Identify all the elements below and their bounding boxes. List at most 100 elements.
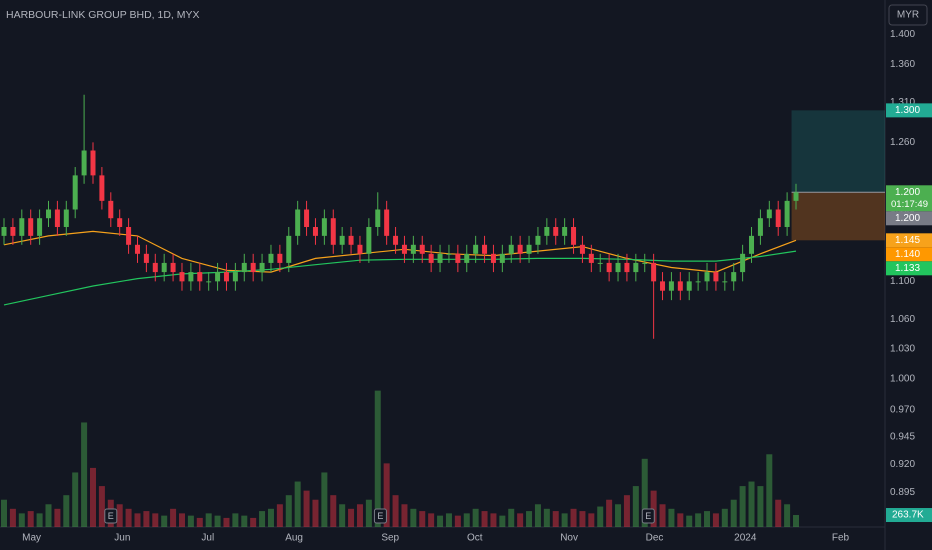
candle-body [339, 235, 345, 245]
candle-body [37, 218, 43, 236]
price-label-box [886, 261, 932, 276]
volume-bar [303, 490, 310, 527]
candle-body [348, 235, 354, 245]
candle-body [357, 244, 363, 254]
candle-body [45, 209, 51, 219]
event-marker [641, 508, 655, 524]
volume-bar [748, 481, 755, 527]
y-tick-label: 1.100 [890, 276, 915, 287]
volume-bar [81, 422, 88, 527]
candle-body [686, 281, 692, 291]
candle-body [517, 244, 523, 254]
volume-bar [9, 508, 16, 527]
candle-body [535, 235, 541, 245]
chart-title: HARBOUR-LINK GROUP BHD, 1D, MYX [6, 9, 200, 21]
volume-bar [712, 513, 719, 527]
candle-body [90, 150, 96, 176]
volume-bar [695, 513, 702, 527]
volume-bar [356, 504, 363, 527]
candle-body [28, 218, 34, 236]
candle-body [312, 226, 318, 236]
candle-body [624, 262, 630, 273]
candle-body [651, 262, 657, 282]
volume-bar [659, 504, 666, 527]
candle-body [642, 262, 648, 264]
volume-bar [517, 513, 524, 527]
plot-area [1, 94, 885, 527]
x-tick-label: 2024 [734, 533, 757, 544]
candle-body [197, 272, 203, 282]
volume-bar [775, 499, 782, 527]
candle-body [499, 253, 505, 263]
candle-body [268, 253, 274, 263]
volume-bar [250, 517, 257, 527]
event-label: E [645, 511, 651, 521]
volume-bar [597, 506, 604, 527]
candle-body [606, 262, 612, 273]
candle-body [215, 272, 221, 282]
y-tick-label: 0.970 [890, 405, 915, 416]
volume-bar [677, 513, 684, 527]
volume-bar [98, 486, 105, 527]
event-label: E [108, 511, 114, 521]
candle-body [749, 235, 755, 254]
x-tick-label: Aug [285, 533, 303, 544]
y-tick-label: 1.310 [890, 97, 915, 108]
event-marker [104, 508, 118, 524]
volume-bar [241, 515, 248, 527]
volume-bar [170, 508, 177, 527]
x-tick-label: Sep [381, 533, 399, 544]
volume-bar [588, 513, 595, 527]
candle-body [713, 272, 719, 282]
candle-body [10, 226, 16, 236]
volume-bar [579, 511, 586, 527]
volume-bar [259, 511, 266, 527]
x-tick-label: Oct [467, 533, 483, 544]
candle-body [179, 272, 185, 282]
currency-button[interactable] [888, 4, 928, 26]
volume-bar [1, 499, 8, 527]
volume-bar [454, 515, 461, 527]
currency-label[interactable]: MYR [897, 10, 919, 21]
volume-bar [134, 513, 141, 527]
candle-body [117, 218, 123, 227]
candle-body [677, 281, 683, 291]
volume-bar [294, 481, 301, 527]
volume-bar [178, 513, 185, 527]
price-label: 1.200 [895, 213, 920, 224]
volume-bar [276, 504, 283, 527]
volume-bar [606, 499, 613, 527]
volume-bar [623, 495, 630, 527]
price-label: 1.200 [895, 187, 920, 198]
candle-body [704, 272, 710, 282]
candle-body [1, 226, 7, 236]
volume-bar [641, 458, 648, 527]
candle-body [766, 209, 772, 219]
volume-bar [615, 504, 622, 527]
candle-body [304, 209, 310, 227]
candle-body [188, 272, 194, 282]
candle-body [63, 209, 69, 227]
volume-bar [526, 511, 533, 527]
volume-bar [339, 504, 346, 527]
candle-body [731, 272, 737, 282]
volume-bar [223, 517, 230, 527]
countdown-label: 01:17:49 [891, 199, 928, 210]
event-label: E [377, 511, 383, 521]
candle-body [544, 226, 550, 236]
candle-body [54, 209, 60, 227]
candle-body [152, 262, 158, 273]
candle-body [553, 226, 559, 236]
volume-bar [196, 517, 203, 527]
target-zone [791, 110, 885, 193]
candle-body [482, 244, 488, 254]
volume-bar [437, 515, 444, 527]
volume-bar [63, 495, 70, 527]
candle-body [597, 262, 603, 264]
candle-body [250, 262, 256, 273]
candle-body [170, 262, 176, 273]
volume-bar [214, 515, 221, 527]
volume-bar [463, 513, 470, 527]
candle-body [241, 262, 247, 273]
